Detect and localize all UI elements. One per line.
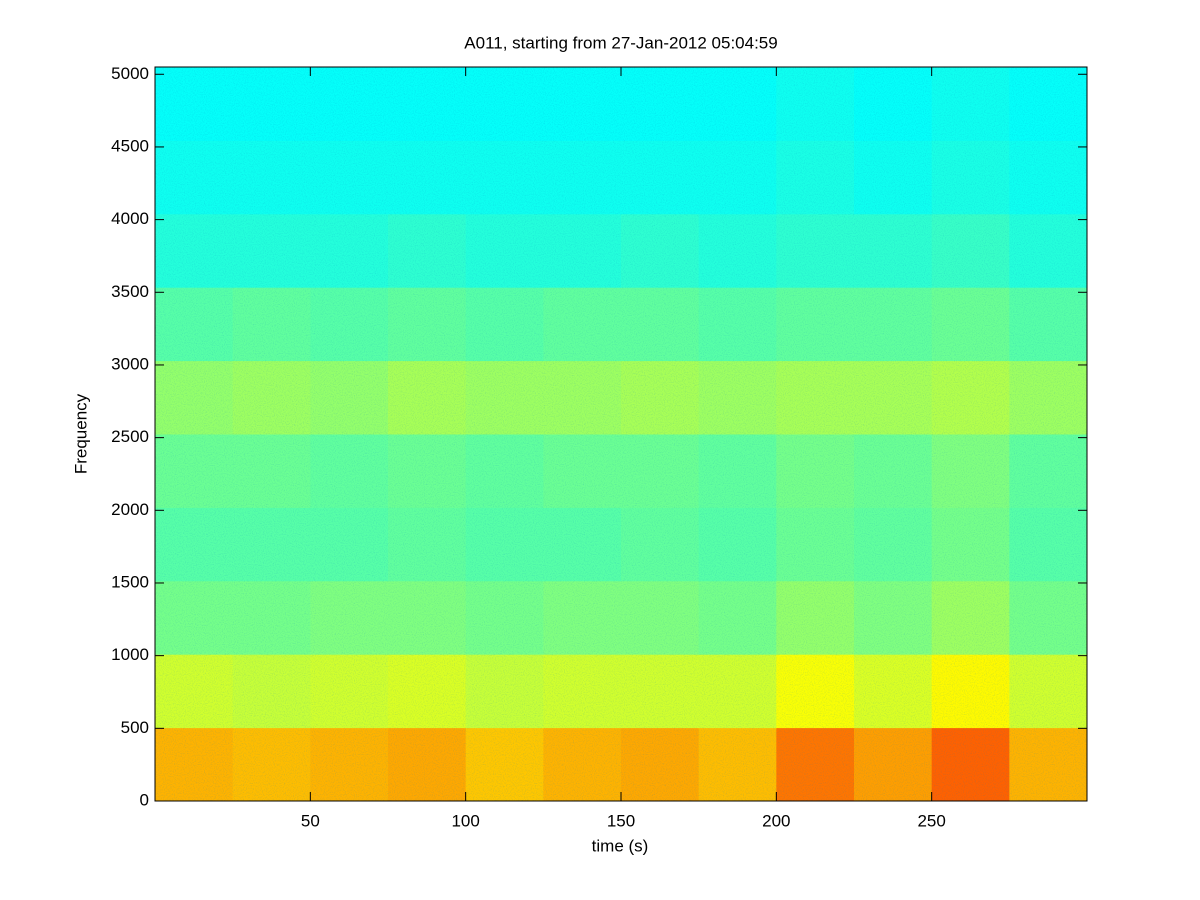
x-tick-label: 150 [607,811,635,830]
y-tick-label: 3000 [111,354,149,373]
y-tick-label: 2500 [111,427,149,446]
y-tick-label: 4500 [111,136,149,155]
x-axis-label: time (s) [592,836,649,855]
y-tick-label: 500 [121,718,149,737]
y-tick-label: 1500 [111,572,149,591]
x-tick-label: 50 [301,811,320,830]
x-tick-label: 200 [762,811,790,830]
y-tick-label: 4000 [111,209,149,228]
y-tick-label: 0 [140,790,149,809]
x-tick-label: 100 [451,811,479,830]
noise-texture [155,67,1087,801]
x-tick-label: 250 [917,811,945,830]
y-tick-label: 2000 [111,500,149,519]
y-tick-label: 5000 [111,64,149,83]
chart-title: A011, starting from 27-Jan-2012 05:04:59 [464,33,777,52]
y-tick-label: 3500 [111,282,149,301]
y-tick-label: 1000 [111,645,149,664]
y-axis-label: Frequency [71,393,90,474]
